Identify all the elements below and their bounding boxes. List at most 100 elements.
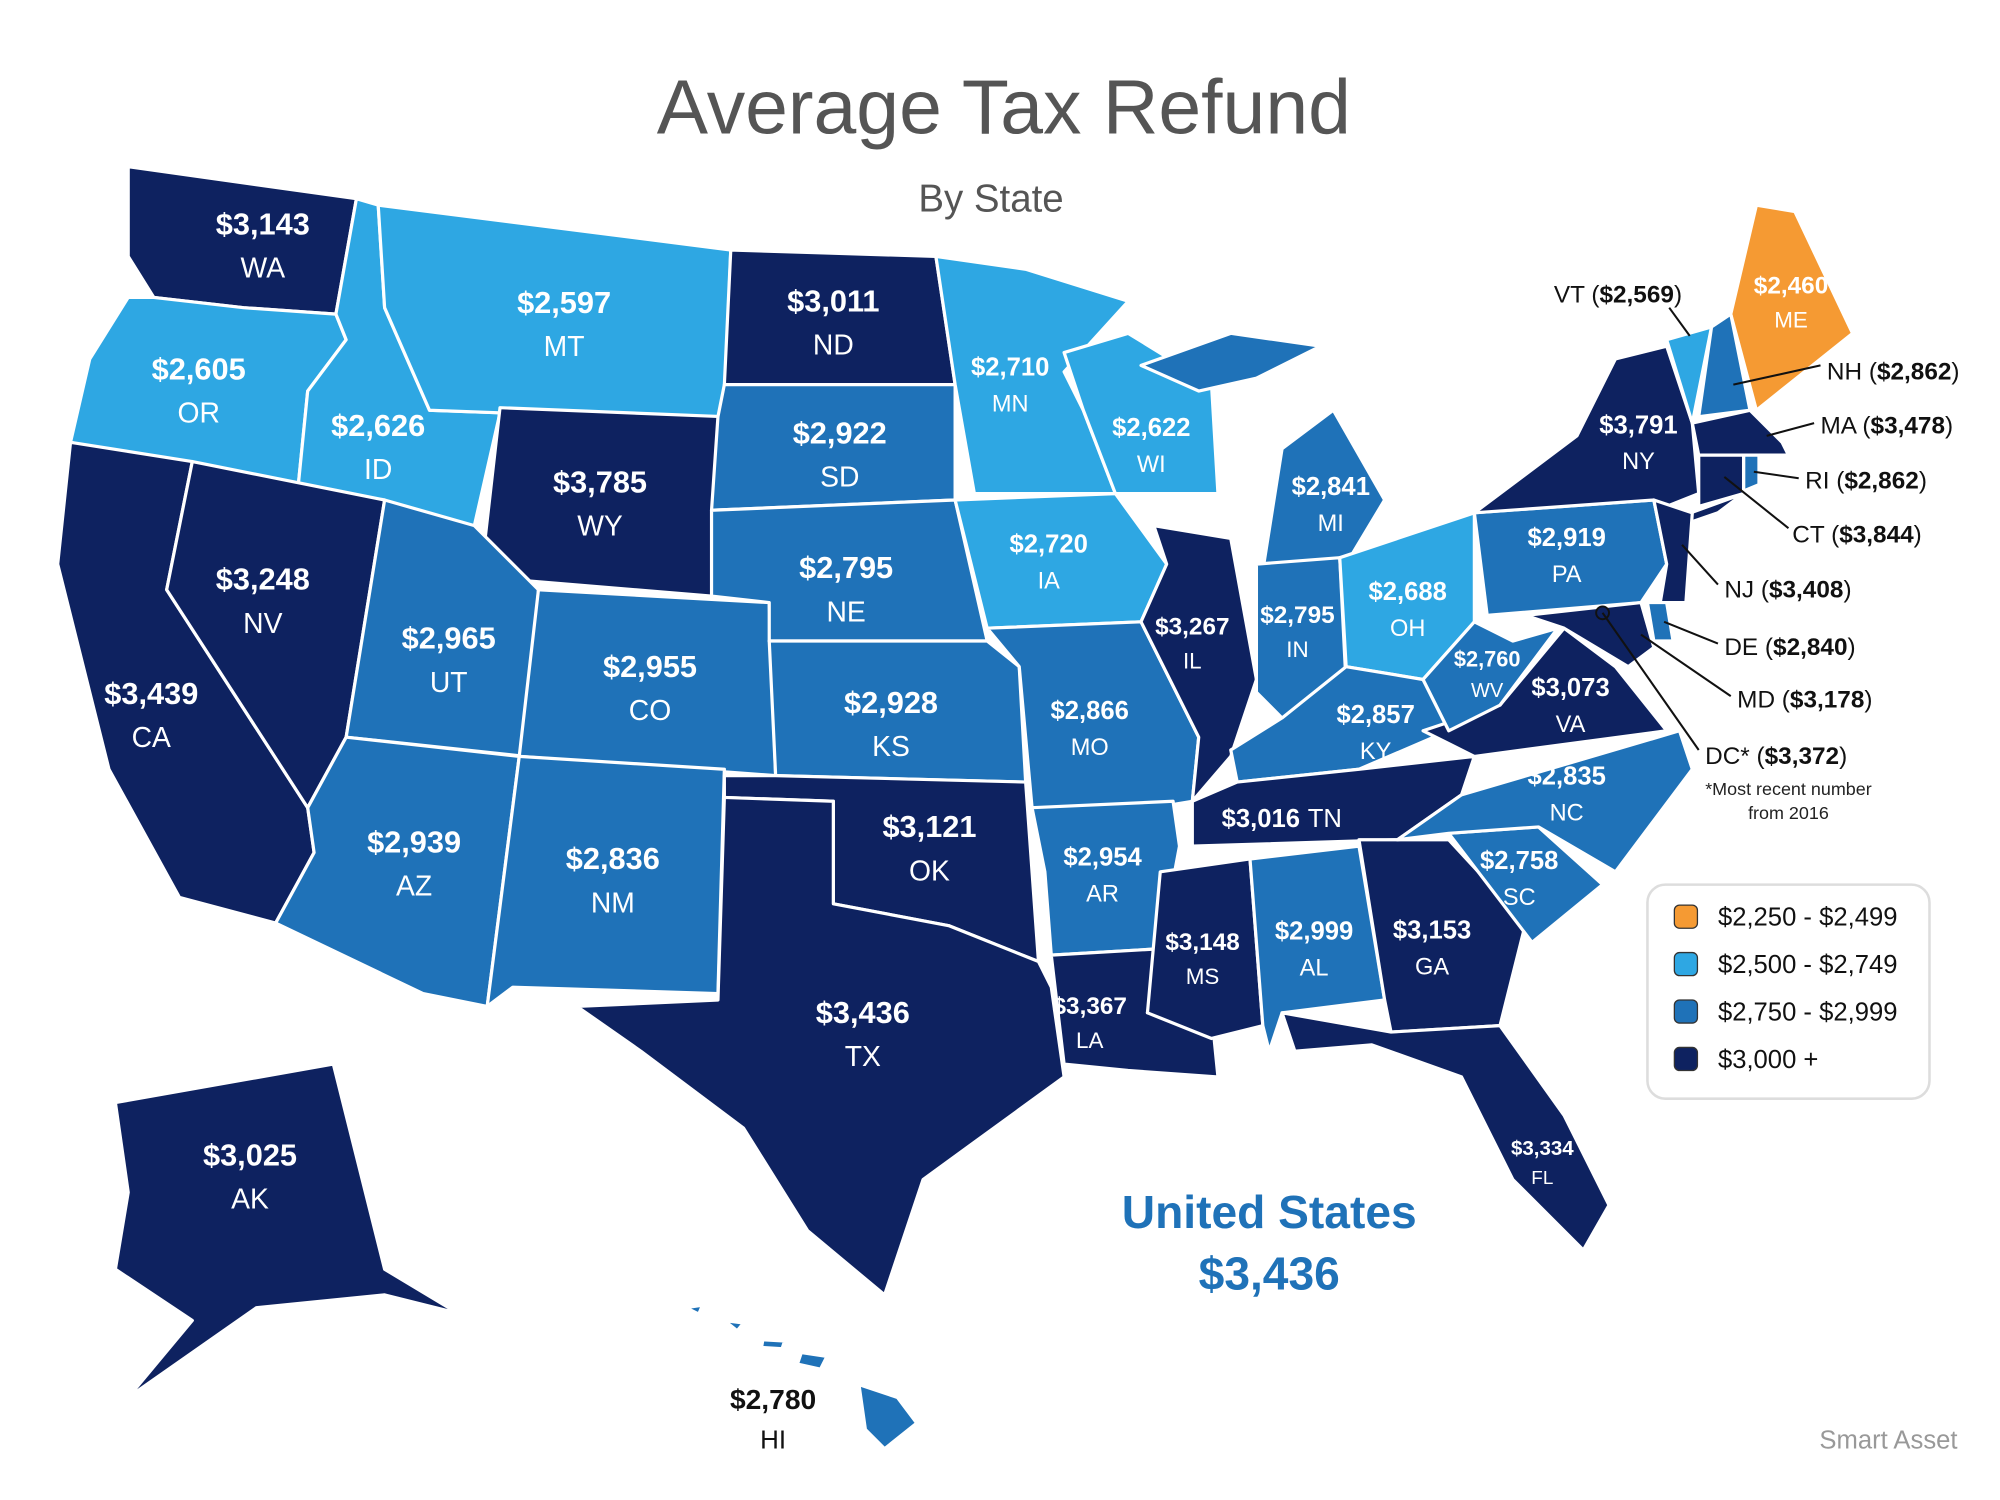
state-code: LA	[1076, 1028, 1103, 1053]
state-code: NM	[591, 886, 635, 918]
legend-swatch	[1673, 904, 1699, 929]
state-code: WV	[1471, 680, 1504, 702]
state-refund: $2,460	[1754, 273, 1828, 300]
state-shape	[795, 1350, 829, 1371]
state-code: TN	[1308, 805, 1342, 833]
legend-swatch	[1673, 1046, 1699, 1072]
state-callout: NH ($2,862)	[1827, 358, 1960, 385]
state-shape	[1261, 408, 1387, 573]
state-code: SC	[1503, 884, 1536, 910]
state-refund: $2,928	[844, 685, 938, 720]
footnote: *Most recent number	[1705, 779, 1872, 799]
state-refund: $2,710	[971, 354, 1049, 382]
state-refund: $3,153	[1393, 916, 1471, 944]
state-refund: $3,791	[1599, 411, 1677, 439]
state-callout: VT ($2,569)	[1554, 282, 1682, 309]
state-code: AR	[1086, 880, 1119, 906]
state-code: MT	[544, 330, 585, 362]
state-code: NC	[1550, 800, 1584, 826]
state-shape	[767, 639, 1028, 784]
state-refund: $3,121	[882, 809, 976, 844]
state-code: FL	[1531, 1167, 1553, 1188]
state-refund: $3,436	[816, 995, 910, 1030]
state-code: IN	[1286, 637, 1308, 662]
state-code: IL	[1183, 649, 1202, 674]
state-shape	[722, 1318, 746, 1333]
state-code: NY	[1622, 448, 1655, 474]
state-callout: NJ ($3,408)	[1724, 576, 1851, 603]
state-refund: $3,143	[216, 207, 310, 242]
state-refund: $2,965	[402, 621, 496, 656]
state-refund: $2,760	[1454, 647, 1521, 672]
legend: $2,250 - $2,499 $2,500 - $2,749 $2,750 - $…	[1673, 904, 1897, 1074]
legend-swatch	[1673, 951, 1699, 977]
leader-line	[1723, 476, 1790, 530]
state-code: WA	[241, 252, 286, 284]
state-refund: $3,334	[1511, 1137, 1574, 1160]
state-code: ND	[813, 329, 854, 361]
legend-swatch	[1673, 999, 1699, 1024]
leader-line	[1663, 620, 1719, 645]
state-refund: $3,148	[1165, 929, 1239, 956]
state-code: ME	[1774, 308, 1808, 333]
footnote: from 2016	[1748, 803, 1829, 823]
state-shape	[1645, 600, 1675, 643]
leader-line	[1601, 612, 1700, 751]
legend-label: $3,000 +	[1718, 1046, 1818, 1074]
state-callout: DC* ($3,372)	[1705, 743, 1847, 770]
state-shape	[1729, 203, 1855, 412]
state-code: KS	[872, 730, 910, 762]
state-code: UT	[430, 666, 468, 698]
state-code: VA	[1556, 711, 1586, 737]
state-shape	[1395, 729, 1694, 874]
state-shape	[1690, 408, 1791, 457]
state-refund: $2,795	[799, 550, 893, 585]
state-refund: $2,939	[367, 825, 461, 860]
state-shape	[953, 491, 1169, 630]
state-code: WY	[577, 509, 623, 541]
state-shape	[1421, 620, 1560, 733]
state-shape	[1190, 754, 1476, 848]
state-refund: $3,367	[1053, 993, 1127, 1020]
leader-line	[1733, 364, 1821, 386]
state-shape	[1652, 498, 1694, 605]
national-refund: $3,436	[1199, 1248, 1340, 1300]
title: Average Tax Refund	[657, 64, 1351, 150]
state-refund: $2,999	[1275, 918, 1353, 946]
state-callout: RI ($2,862)	[1805, 467, 1927, 494]
state-refund: $2,955	[603, 649, 697, 684]
state-refund: $3,011	[787, 284, 879, 319]
state-refund: $2,780	[730, 1383, 816, 1415]
state-refund: $3,267	[1155, 614, 1229, 641]
state-code: IA	[1038, 567, 1061, 593]
state-code: OK	[909, 854, 950, 886]
subtitle: By State	[918, 178, 1063, 221]
state-code: TX	[845, 1040, 881, 1072]
state-shape	[684, 1303, 705, 1316]
leader-line	[1668, 307, 1691, 337]
legend-box	[1646, 883, 1931, 1100]
state-code: NE	[826, 595, 865, 627]
state-refund: $3,785	[553, 464, 647, 499]
state-refund: $2,605	[152, 351, 246, 386]
state-code: SD	[820, 461, 859, 493]
state-code: CA	[132, 721, 171, 753]
state-refund: $2,688	[1368, 578, 1446, 606]
state-code: GA	[1415, 953, 1449, 979]
national-name: United States	[1122, 1186, 1417, 1238]
state-refund: $3,073	[1531, 674, 1609, 702]
state-code: ID	[364, 453, 392, 485]
state-code: MS	[1186, 964, 1220, 989]
state-code: MN	[992, 391, 1029, 417]
state-refund: $2,622	[1112, 414, 1190, 442]
state-callout: CT ($3,844)	[1792, 521, 1921, 548]
state-code: HI	[760, 1426, 786, 1454]
state-shape	[1524, 600, 1656, 669]
state-refund: $2,836	[566, 841, 660, 876]
state-callout: MD ($3,178)	[1737, 687, 1872, 714]
state-refund: $2,954	[1063, 843, 1142, 871]
state-shape	[1280, 1011, 1611, 1252]
state-refund: $2,857	[1336, 701, 1414, 729]
